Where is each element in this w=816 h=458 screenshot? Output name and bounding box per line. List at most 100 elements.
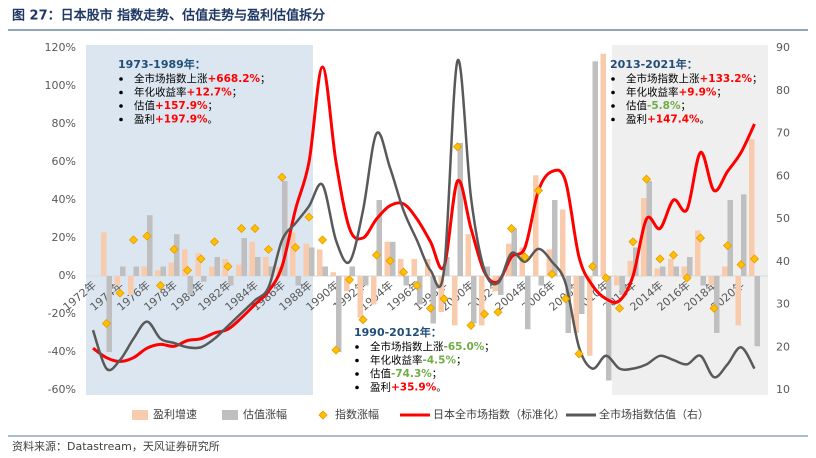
bar bbox=[579, 276, 585, 314]
bar bbox=[573, 276, 579, 333]
annotation-suffix: ； bbox=[752, 73, 763, 85]
y2-tick-label: 90 bbox=[776, 41, 790, 54]
annotation-title: 1990-2012年： bbox=[354, 325, 442, 339]
marker bbox=[749, 254, 760, 264]
annotation-item: 盈利+147.4%。 bbox=[626, 114, 710, 126]
bar bbox=[606, 276, 612, 381]
annotation-item: 盈利+35.9%。 bbox=[370, 382, 447, 394]
bar bbox=[533, 175, 539, 276]
bar bbox=[619, 276, 625, 295]
annotation-suffix: ； bbox=[432, 368, 443, 380]
annotation-item: 全市场指数上涨+133.2%； bbox=[626, 72, 763, 85]
marker bbox=[142, 231, 152, 241]
bar bbox=[687, 257, 693, 276]
bar bbox=[187, 276, 193, 295]
bar bbox=[538, 276, 544, 286]
bar bbox=[614, 276, 620, 286]
y-tick-label: -40% bbox=[48, 345, 76, 358]
bar bbox=[681, 266, 687, 276]
bar bbox=[141, 266, 147, 276]
marker bbox=[668, 250, 679, 260]
bar bbox=[263, 257, 269, 276]
chart-title: 图 27：日本股市 指数走势、估值走势与盈利估值拆分 bbox=[12, 8, 325, 24]
bar bbox=[754, 276, 760, 347]
marker bbox=[466, 320, 476, 330]
bar bbox=[560, 209, 566, 276]
annotation-text: 盈利 bbox=[626, 114, 647, 126]
bar bbox=[349, 266, 355, 276]
annotation-value: +12.7% bbox=[187, 87, 233, 99]
bar bbox=[673, 266, 679, 276]
annotation-text: 年化收益率 bbox=[370, 354, 423, 367]
bar bbox=[587, 276, 593, 356]
bar bbox=[363, 276, 369, 286]
bar bbox=[303, 243, 309, 276]
bar bbox=[255, 257, 261, 276]
bar bbox=[600, 53, 606, 277]
bar bbox=[357, 276, 363, 318]
bar bbox=[241, 238, 247, 276]
bar bbox=[174, 234, 180, 276]
marker bbox=[601, 273, 611, 283]
bar bbox=[330, 272, 336, 276]
legend-label: 日本全市场指数（标准化） bbox=[433, 407, 565, 421]
annotation-item: 年化收益率+12.7%； bbox=[134, 86, 242, 99]
y-tick-label: 80% bbox=[52, 117, 76, 130]
y-tick-label: 40% bbox=[52, 193, 76, 206]
annotation-value: -74.3% bbox=[391, 368, 432, 380]
bar bbox=[317, 249, 323, 276]
bar bbox=[627, 260, 633, 276]
bar bbox=[722, 266, 728, 276]
bar bbox=[714, 276, 720, 333]
marker bbox=[547, 269, 557, 279]
bar bbox=[484, 266, 490, 276]
bullet bbox=[355, 372, 359, 376]
marker bbox=[533, 185, 544, 196]
annotation-item: 全市场指数上涨+668.2%； bbox=[134, 72, 271, 85]
bar bbox=[106, 276, 112, 352]
bar bbox=[155, 270, 161, 276]
bar bbox=[249, 241, 255, 276]
bar bbox=[498, 276, 504, 295]
annotation-item: 年化收益率-4.5%； bbox=[370, 354, 466, 367]
legend-label: 估值涨幅 bbox=[243, 408, 287, 421]
bar bbox=[457, 143, 463, 276]
bar bbox=[403, 276, 409, 286]
bar bbox=[430, 276, 436, 324]
legend-label: 盈利增速 bbox=[153, 407, 197, 421]
y-tick-label: -20% bbox=[48, 307, 76, 320]
period-shade bbox=[86, 45, 313, 395]
marker bbox=[560, 294, 571, 304]
y-tick-label: 20% bbox=[52, 231, 76, 244]
bullet bbox=[119, 117, 123, 122]
annotation-value: +668.2% bbox=[208, 73, 261, 85]
marker bbox=[425, 303, 436, 313]
source: 资料来源：Datastream，天风证券研究所 bbox=[12, 439, 220, 453]
annotation-value: +197.9% bbox=[155, 114, 208, 126]
y2-tick-label: 20 bbox=[776, 340, 790, 353]
bar bbox=[282, 181, 288, 276]
bar bbox=[101, 232, 107, 276]
marker bbox=[196, 254, 206, 264]
y-tick-label: 120% bbox=[45, 41, 76, 54]
annotation-suffix: ； bbox=[456, 355, 467, 367]
bar bbox=[128, 276, 134, 295]
annotation-text: 盈利 bbox=[134, 114, 155, 126]
annotation-suffix: ； bbox=[716, 87, 727, 99]
marker bbox=[371, 250, 382, 260]
bar bbox=[668, 258, 674, 276]
annotation-text: 估值 bbox=[134, 99, 155, 112]
marker bbox=[452, 142, 463, 152]
bullet bbox=[119, 90, 123, 95]
line bbox=[92, 65, 756, 364]
marker bbox=[101, 318, 112, 329]
annotation-item: 全市场指数上涨-65.0%； bbox=[370, 340, 495, 353]
bar bbox=[182, 249, 188, 276]
annotation-value: +147.4% bbox=[647, 114, 700, 126]
legend-swatch bbox=[318, 410, 328, 420]
y2-tick-label: 80 bbox=[776, 84, 790, 97]
bar bbox=[322, 266, 328, 276]
marker bbox=[182, 265, 193, 275]
annotation-suffix: ； bbox=[680, 100, 691, 112]
